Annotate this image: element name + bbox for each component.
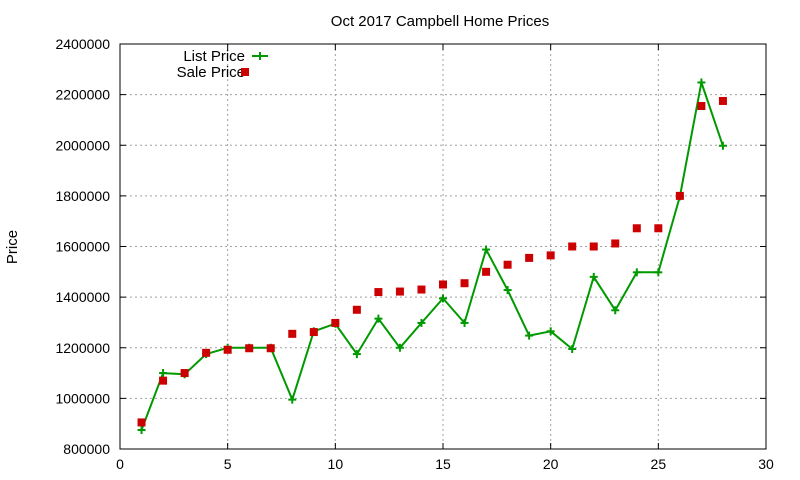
- sale-price-point: [374, 288, 383, 297]
- list-price-point: [288, 395, 297, 404]
- plot-frame: [119, 43, 767, 450]
- sale-price-point: [632, 224, 641, 233]
- list-price-point: [137, 426, 146, 435]
- sale-price-point: [395, 287, 404, 296]
- sale-price-point: [159, 376, 168, 385]
- axis-ticks: 0 5 10 15 20 25 30 800000 1000000 1200000 1400000 1…: [55, 36, 774, 472]
- chart-title: Oct 2017 Campbell Home Prices: [331, 13, 549, 30]
- x-tick-label: 5: [224, 456, 232, 472]
- list-price-point: [697, 78, 706, 87]
- list-price-point: [546, 327, 555, 336]
- x-tick-label: 30: [758, 456, 774, 472]
- sale-price-point: [309, 328, 318, 337]
- x-tick-label: 25: [651, 456, 667, 472]
- y-tick-label: 2200000: [55, 87, 110, 103]
- list-price-point: [589, 272, 598, 281]
- sale-price-point: [503, 260, 512, 269]
- sale-price-point: [331, 318, 340, 327]
- list-price-line: [140, 81, 724, 431]
- sale-price-point: [568, 242, 577, 251]
- list-price-point: [525, 331, 534, 340]
- y-tick-label: 1800000: [55, 188, 110, 204]
- list-price-point: [482, 245, 491, 254]
- x-tick-label: 10: [328, 456, 344, 472]
- y-tick-label: 2400000: [55, 36, 110, 52]
- legend-swatch-list-price-marker: [256, 52, 264, 60]
- legend-label-list-price: List Price: [183, 48, 245, 65]
- sale-price-point: [245, 344, 254, 353]
- x-tick-label: 20: [543, 456, 559, 472]
- sale-price-point: [223, 345, 232, 354]
- y-tick-label: 2000000: [55, 137, 110, 153]
- sale-price-point: [654, 224, 663, 233]
- list-price-point: [460, 318, 469, 327]
- sale-price-point: [675, 191, 684, 200]
- list-price-point: [159, 369, 168, 378]
- y-tick-label: 1000000: [55, 390, 110, 406]
- y-tick-label: 1400000: [55, 289, 110, 305]
- sale-price-point: [137, 418, 146, 427]
- sale-price-point: [525, 253, 534, 262]
- sale-price-point: [202, 348, 211, 357]
- y-tick-label: 1600000: [55, 239, 110, 255]
- y-axis-label: Price: [4, 230, 21, 264]
- list-price-point: [632, 268, 641, 277]
- list-price-point: [374, 314, 383, 323]
- sale-price-point: [439, 280, 447, 289]
- x-tick-label: 0: [116, 456, 124, 472]
- sale-price-point: [417, 285, 426, 294]
- y-tick-label: 800000: [63, 441, 110, 457]
- legend-swatch-sale-price: [241, 68, 249, 76]
- sale-price-point: [718, 96, 727, 105]
- list-price-point: [395, 343, 404, 352]
- sale-price-point: [288, 329, 297, 338]
- list-price-point: [439, 294, 447, 303]
- x-tick-label: 15: [435, 456, 451, 472]
- list-price-point: [611, 306, 620, 315]
- sale-price-point: [460, 279, 469, 288]
- grid-lines: [120, 44, 766, 449]
- sale-price-point: [266, 344, 275, 353]
- sale-price-point: [352, 305, 361, 314]
- sale-price-point: [546, 251, 555, 260]
- sale-price-point: [180, 369, 189, 378]
- sale-price-point: [611, 239, 620, 248]
- sale-price-point: [697, 102, 706, 111]
- y-tick-label: 1200000: [55, 340, 110, 356]
- list-price-point: [654, 268, 663, 277]
- list-price-point: [568, 345, 577, 354]
- legend-label-sale-price: Sale Price: [177, 64, 245, 81]
- list-price-point: [718, 141, 727, 150]
- legend: List Price Sale Price: [177, 48, 268, 81]
- list-price-point: [352, 350, 361, 359]
- list-price-point: [417, 318, 426, 327]
- sale-price-point: [589, 242, 598, 251]
- sale-price-point: [482, 267, 491, 276]
- list-price-point: [503, 286, 512, 295]
- series-layer: [137, 78, 727, 435]
